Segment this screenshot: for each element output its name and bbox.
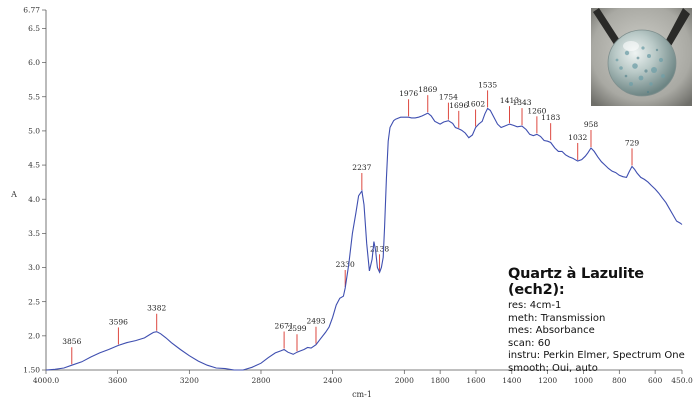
- x-tick-label: 1000: [574, 376, 593, 385]
- info-line-measure: mes: Absorbance: [508, 325, 595, 337]
- info-line-smoothing: smooth: Oui, auto: [508, 362, 598, 374]
- peak-label: 2493: [306, 317, 325, 326]
- y-tick-label: 6.0: [28, 58, 40, 67]
- y-tick-label: 6.5: [28, 24, 40, 33]
- x-tick-label: 2400: [323, 376, 342, 385]
- peak-label: 2599: [287, 324, 306, 333]
- peak-label: 3596: [109, 317, 128, 326]
- x-tick-label: 450.0: [671, 376, 693, 385]
- peak-label: 729: [625, 138, 640, 147]
- sample-info-panel: Quartz à Lazulite (ech2): res: 4cm-1 met…: [508, 266, 700, 376]
- x-tick-label: 3200: [180, 376, 199, 385]
- x-tick-label: 600: [648, 376, 663, 385]
- peak-label: 1032: [568, 133, 587, 142]
- peak-label: 1343: [512, 98, 531, 107]
- peak-label: 2237: [352, 163, 371, 172]
- x-tick-label: 800: [612, 376, 627, 385]
- y-tick-label: 2.5: [28, 297, 40, 306]
- x-tick-label: 1200: [538, 376, 557, 385]
- info-line-scans: scan: 60: [508, 337, 551, 349]
- y-axis-title: A: [10, 190, 17, 199]
- sample-photo: [591, 8, 692, 106]
- peak-label: 2330: [336, 260, 355, 269]
- y-tick-label: 3.5: [28, 229, 40, 238]
- y-tick-label: 4.5: [28, 161, 40, 170]
- x-axis-title: cm-1: [352, 390, 372, 399]
- x-tick-label: 4000.0: [33, 376, 59, 385]
- peak-label: 1260: [527, 106, 546, 115]
- peak-label: 1602: [466, 99, 485, 108]
- x-tick-label: 2000: [395, 376, 414, 385]
- x-tick-label: 2800: [251, 376, 270, 385]
- peak-label: 3382: [147, 304, 166, 313]
- y-tick-label: 4.0: [28, 195, 40, 204]
- peak-label: 1976: [399, 89, 418, 98]
- info-line-instrument: instru: Perkin Elmer, Spectrum One: [508, 350, 685, 362]
- sample-title: Quartz à Lazulite (ech2):: [508, 266, 644, 298]
- x-tick-label: 1600: [466, 376, 485, 385]
- peak-label: 1696: [449, 101, 468, 110]
- x-axis: 4000.0 3600 3200 2800 2400 2000 1800 1600 1400 12…: [33, 369, 693, 385]
- peak-label: 1535: [478, 80, 497, 89]
- spectrum-line: [45, 107, 683, 371]
- y-axis: 1.50 2.0 2.5 3.0 3.5 4.0 4.5 5.0 5.5 6.0 6.5 6.77: [23, 6, 47, 375]
- info-line-method: meth: Transmission: [508, 312, 606, 324]
- x-tick-label: 3600: [108, 376, 127, 385]
- y-tick-label: 1.50: [23, 366, 40, 375]
- peak-label: 1754: [439, 93, 458, 102]
- y-tick-label: 5.5: [28, 92, 40, 101]
- info-line-resolution: res: 4cm-1: [508, 300, 562, 311]
- y-tick-label: 5.0: [28, 127, 40, 136]
- peak-label: 2138: [370, 244, 389, 253]
- peak-label: 2671: [275, 322, 294, 331]
- y-tick-label: 2.0: [28, 331, 40, 340]
- y-tick-label: 6.77: [23, 6, 40, 15]
- peak-label: 3856: [62, 337, 81, 346]
- x-tick-label: 1800: [431, 376, 450, 385]
- x-tick-label: 1400: [502, 376, 521, 385]
- peak-label: 958: [584, 120, 599, 129]
- peak-label: 1413: [500, 96, 519, 105]
- sample-sphere-image: [591, 8, 692, 106]
- peak-label: 1869: [418, 85, 437, 94]
- y-tick-label: 3.0: [28, 263, 40, 272]
- peak-label: 1183: [541, 113, 560, 122]
